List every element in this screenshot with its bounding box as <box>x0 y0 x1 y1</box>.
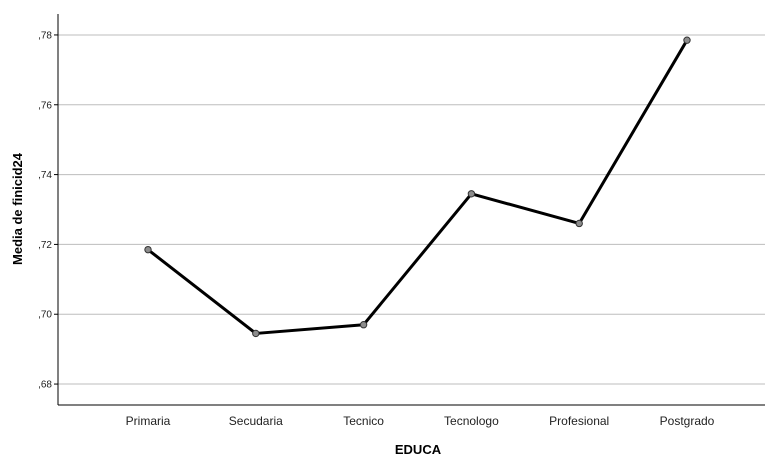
data-points <box>144 36 691 338</box>
y-tick-label: ,72 <box>38 240 52 251</box>
x-tick-labels: Primaria Secudaria Tecnico Tecnologo Profesi… <box>126 414 715 428</box>
y-tick-label: ,68 <box>38 380 52 391</box>
y-tick-label: ,70 <box>38 310 52 321</box>
x-axis-title: EDUCA <box>395 442 442 456</box>
x-tick-label: Tecnologo <box>444 414 499 428</box>
x-tick-label: Primaria <box>126 414 171 428</box>
axes <box>57 14 765 406</box>
y-tick-label: ,76 <box>38 100 52 111</box>
x-tick-label: Tecnico <box>343 414 384 428</box>
x-tick-label: Profesional <box>549 414 609 428</box>
y-tick-label: ,74 <box>38 170 52 181</box>
data-point <box>467 190 476 198</box>
y-axis-title: Media de finicid24 <box>10 152 25 265</box>
data-point <box>575 219 583 228</box>
y-tick-label: ,78 <box>38 30 52 41</box>
x-tick-label: Postgrado <box>660 414 715 428</box>
x-tick-label: Secudaria <box>229 414 283 428</box>
data-point <box>252 329 260 338</box>
data-point <box>683 36 691 44</box>
gridlines <box>54 34 765 385</box>
y-tick-labels: ,68 ,70 ,72 ,74 ,76 ,78 <box>38 30 52 390</box>
series-line <box>147 39 689 335</box>
data-point <box>144 245 152 254</box>
data-point <box>359 321 368 329</box>
series-line-group <box>147 39 689 335</box>
